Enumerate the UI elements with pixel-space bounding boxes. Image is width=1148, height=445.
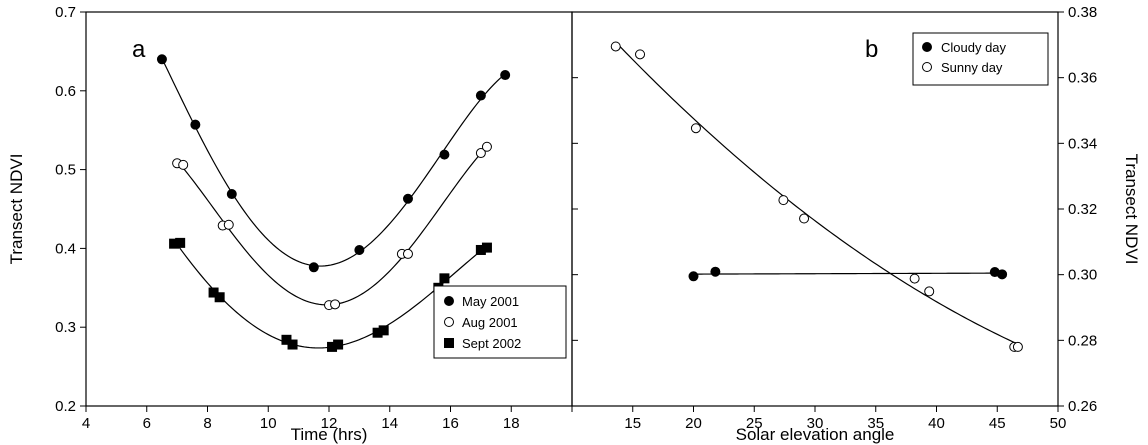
panel-b-y-tick-label: 0.38	[1068, 4, 1097, 21]
panel-a-legend-box	[433, 285, 567, 359]
point-may-2001	[500, 70, 511, 81]
point-may-2001	[354, 244, 365, 255]
point-aug-2001	[402, 248, 413, 259]
panel-b-y-tick-label: 0.34	[1068, 135, 1097, 152]
panel-b-x-tick-label: 30	[807, 415, 824, 432]
fit-line-may-2001	[161, 58, 506, 267]
ticks-layer: 4 6 8 10 12 14 16 18 0.2 0.3 0.4 0.5 0.6 0.7 15 20 25 30 3…	[55, 4, 1097, 432]
panel-a-x-axis-title: Time (hrs)	[291, 425, 368, 444]
panel-a-y-tick-label: 0.3	[55, 319, 76, 336]
point-aug-2001	[178, 159, 189, 170]
panel-a-x-tick-label: 10	[260, 415, 277, 432]
point-sunny-day	[924, 286, 935, 297]
panel-b-y-tick-label: 0.32	[1068, 201, 1097, 218]
panel-b-legend-box	[912, 32, 1049, 86]
point-sunny-day	[778, 195, 789, 206]
point-may-2001	[226, 189, 237, 200]
panel-a-x-tick-label: 14	[381, 415, 398, 432]
point-may-2001	[190, 119, 201, 130]
panel-a-y-tick-label: 0.6	[55, 83, 76, 100]
point-sunny-day	[799, 213, 810, 224]
point-may-2001	[475, 90, 486, 101]
fit-line-sunny-day	[615, 41, 1019, 345]
panel-a-y-axis-title: Transect NDVI	[7, 154, 26, 265]
point-may-2001	[439, 149, 450, 160]
panel-a-x-tick-label: 4	[82, 415, 90, 432]
panel-b-y-tick-label: 0.26	[1068, 398, 1097, 415]
legend-aug-2001-label: Aug 2001	[462, 315, 518, 330]
panel-b-x-tick-label: 40	[928, 415, 945, 432]
panel-b-x-tick-label: 25	[746, 415, 763, 432]
legend-may-2001-marker	[444, 296, 454, 306]
panel-b-x-tick-label: 15	[624, 415, 641, 432]
point-sunny-day	[1012, 341, 1023, 352]
panel-b-letter: b	[865, 36, 878, 63]
point-sunny-day	[909, 273, 920, 284]
panel-b-x-tick-label: 35	[867, 415, 884, 432]
point-sept-2002	[439, 273, 450, 284]
legend-cloudy-day-marker	[922, 42, 932, 52]
point-sunny-day	[610, 41, 621, 52]
point-cloudy-day	[997, 269, 1008, 280]
legend-aug-2001-marker	[444, 317, 454, 327]
panel-b-x-tick-label: 20	[685, 415, 702, 432]
point-sept-2002	[481, 242, 492, 253]
points-layer	[156, 41, 1023, 352]
panel-a-y-tick-label: 0.5	[55, 162, 76, 179]
point-aug-2001	[330, 299, 341, 310]
panel-a-x-tick-label: 18	[503, 415, 520, 432]
panel-b-y-tick-label: 0.28	[1068, 332, 1097, 349]
point-sunny-day	[635, 49, 646, 60]
point-cloudy-day	[710, 266, 721, 277]
point-sept-2002	[214, 292, 225, 303]
point-may-2001	[156, 54, 167, 65]
point-aug-2001	[475, 148, 486, 159]
fit-line-cloudy-day	[693, 272, 1003, 275]
panel-a-y-tick-label: 0.4	[55, 240, 76, 257]
panel-a-legend: May 2001 Aug 2001 Sept 2002	[433, 285, 567, 359]
panel-b-y-axis-title: Transect NDVI	[1122, 154, 1141, 265]
point-aug-2001	[481, 141, 492, 152]
point-may-2001	[402, 193, 413, 204]
point-sept-2002	[378, 325, 389, 336]
point-sept-2002	[333, 339, 344, 350]
panel-a-x-tick-label: 8	[203, 415, 211, 432]
panel-a-x-tick-label: 16	[442, 415, 459, 432]
panel-b-x-tick-label: 50	[1050, 415, 1067, 432]
point-sunny-day	[690, 123, 701, 134]
point-aug-2001	[223, 219, 234, 230]
panel-b-x-tick-label: 45	[989, 415, 1006, 432]
legend-cloudy-day-label: Cloudy day	[941, 40, 1007, 55]
panel-b-x-axis-title: Solar elevation angle	[736, 425, 895, 444]
point-may-2001	[308, 262, 319, 273]
legend-sept-2002-label: Sept 2002	[462, 336, 521, 351]
legend-sunny-day-marker	[922, 62, 932, 72]
fit-lines-layer	[161, 41, 1019, 349]
panel-a-y-tick-label: 0.7	[55, 4, 76, 21]
panel-a-x-tick-label: 6	[143, 415, 151, 432]
point-cloudy-day	[688, 271, 699, 282]
panel-a-x-tick-label: 12	[321, 415, 338, 432]
legend-sept-2002-marker	[444, 338, 454, 348]
panel-b-y-tick-label: 0.30	[1068, 267, 1097, 284]
panel-a-letter: a	[132, 36, 146, 63]
point-sept-2002	[287, 339, 298, 350]
legend-sunny-day-label: Sunny day	[941, 60, 1003, 75]
panel-b-y-tick-label: 0.36	[1068, 70, 1097, 87]
legend-may-2001-label: May 2001	[462, 294, 519, 309]
panel-b-legend: Cloudy day Sunny day	[912, 32, 1049, 86]
point-sept-2002	[175, 237, 186, 248]
panel-a-y-tick-label: 0.2	[55, 398, 76, 415]
